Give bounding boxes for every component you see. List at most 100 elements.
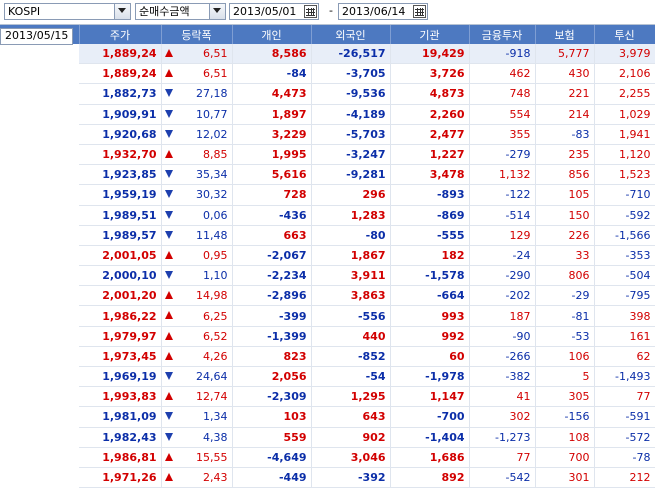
change-cell: 35,34 bbox=[161, 164, 233, 186]
investment-trust-cell: 1,523 bbox=[594, 164, 655, 186]
foreign-cell: -9,536 bbox=[311, 83, 391, 105]
metric-select[interactable]: 순매수금액 bbox=[135, 3, 226, 20]
insurance-cell: -156 bbox=[535, 406, 595, 428]
table-row[interactable]: 2013/05/281,986,226,25-399-556993187-813… bbox=[0, 28, 655, 327]
table-row[interactable]: 2013/05/231,969,1924,642,056-54-1,978-38… bbox=[0, 28, 655, 388]
table-row[interactable]: 2013/06/051,959,1930,32728296-893-122105… bbox=[0, 28, 655, 206]
financial-investment-cell: -918 bbox=[469, 44, 536, 65]
price-cell: 1,986,22 bbox=[79, 305, 162, 327]
financial-investment-cell: 187 bbox=[469, 305, 536, 327]
change-cell: 4,26 bbox=[161, 346, 233, 368]
institution-cell: 1,227 bbox=[390, 144, 470, 166]
table-row[interactable]: 2013/05/201,982,434,38559902-1,404-1,273… bbox=[0, 28, 655, 448]
date-range-separator: - bbox=[329, 4, 333, 17]
change-value: 24,64 bbox=[196, 370, 228, 384]
change-cell: 10,77 bbox=[161, 104, 233, 125]
table-row[interactable]: 2013/06/131,882,7327,184,473-9,5364,8737… bbox=[0, 28, 655, 105]
institution-cell: 2,477 bbox=[390, 124, 470, 145]
table-row[interactable]: 2013/06/111,920,6812,023,229-5,7032,4773… bbox=[0, 28, 655, 145]
table-row[interactable]: 2013/05/302,000,101,10-2,2343,911-1,578-… bbox=[0, 28, 655, 287]
table-row[interactable]: 2013/05/221,993,8312,74-2,3091,2951,1474… bbox=[0, 28, 655, 408]
financial-investment-cell: -382 bbox=[469, 366, 536, 388]
institution-cell: 60 bbox=[390, 346, 470, 368]
column-header-inst[interactable]: 기관 bbox=[390, 25, 470, 44]
change-cell: 15,55 bbox=[161, 447, 233, 468]
change-value: 6,51 bbox=[203, 67, 228, 81]
change-value: 12,02 bbox=[196, 127, 228, 141]
end-date-field[interactable]: 2013/06/14 bbox=[338, 3, 428, 20]
calendar-icon[interactable] bbox=[413, 5, 426, 18]
retail-cell: 8,586 bbox=[232, 44, 312, 65]
change-cell: 8,85 bbox=[161, 144, 233, 166]
start-date-field[interactable]: 2013/05/01 bbox=[229, 3, 319, 20]
institution-cell: -1,578 bbox=[390, 265, 470, 287]
change-value: 6,51 bbox=[203, 47, 228, 61]
foreign-cell: -9,281 bbox=[311, 164, 391, 186]
financial-investment-cell: 355 bbox=[469, 124, 536, 145]
institution-cell: -893 bbox=[390, 184, 470, 206]
table-row[interactable]: 2013/05/271,979,976,52-1,399440992-90-53… bbox=[0, 28, 655, 347]
triangle-down-icon bbox=[164, 432, 173, 441]
institution-cell: 3,726 bbox=[390, 63, 470, 85]
column-header-change[interactable]: 등락폭 bbox=[161, 25, 233, 44]
retail-cell: 823 bbox=[232, 346, 312, 368]
calendar-icon[interactable] bbox=[304, 5, 317, 18]
table-row[interactable]: 2013/05/15 1,971,26 2,43 -449 -392 892 -542 301… bbox=[0, 28, 655, 489]
column-header-trust[interactable]: 투신 bbox=[594, 25, 655, 44]
table-row[interactable]: 2013/06/031,989,5711,48663-80-555129226-… bbox=[0, 28, 655, 246]
foreign-cell: -80 bbox=[311, 225, 391, 246]
price-cell: 1,986,81 bbox=[79, 447, 162, 468]
foreign-cell: 1,283 bbox=[311, 205, 391, 226]
chevron-down-icon[interactable] bbox=[114, 4, 130, 19]
insurance-cell: 221 bbox=[535, 83, 595, 105]
institution-cell: 892 bbox=[390, 467, 470, 489]
chevron-down-icon[interactable] bbox=[209, 4, 225, 19]
change-value: 14,98 bbox=[196, 289, 228, 303]
column-header-foreign[interactable]: 외국인 bbox=[311, 25, 391, 44]
table-row[interactable]: 2013/06/101,932,708,851,995-3,2471,227-2… bbox=[0, 28, 655, 166]
retail-cell: -449 bbox=[232, 467, 312, 489]
insurance-cell: 856 bbox=[535, 164, 595, 186]
triangle-up-icon bbox=[164, 452, 173, 461]
financial-investment-cell: -266 bbox=[469, 346, 536, 368]
retail-cell: -436 bbox=[232, 205, 312, 226]
table-row[interactable]: 2013/06/121,909,9110,771,897-4,1892,2605… bbox=[0, 28, 655, 125]
triangle-up-icon bbox=[164, 351, 173, 360]
date-cell: 2013/05/15 bbox=[0, 28, 74, 45]
table-row[interactable]: 2013/05/292,001,2014,98-2,8963,863-664-2… bbox=[0, 28, 655, 307]
triangle-up-icon bbox=[164, 331, 173, 340]
financial-investment-cell: -90 bbox=[469, 326, 536, 347]
insurance-cell: 150 bbox=[535, 205, 595, 226]
table-row[interactable]: 2013/06/141,889,246,51-84-3,7053,7264624… bbox=[0, 28, 655, 85]
change-value: 4,38 bbox=[203, 430, 228, 444]
retail-cell: 663 bbox=[232, 225, 312, 246]
retail-cell: -84 bbox=[232, 63, 312, 85]
table-row[interactable]: 2013/06/071,923,8535,345,616-9,2813,4781… bbox=[0, 28, 655, 186]
market-select[interactable]: KOSPI bbox=[4, 3, 131, 20]
table-row[interactable]: 2013/05/161,986,8115,55-4,6493,0461,6867… bbox=[0, 28, 655, 468]
triangle-down-icon bbox=[164, 210, 173, 219]
column-header-fin[interactable]: 금융투자 bbox=[469, 25, 536, 44]
change-cell: 0,06 bbox=[161, 205, 233, 226]
institution-cell: 182 bbox=[390, 245, 470, 267]
change-value: 0,95 bbox=[203, 248, 228, 262]
change-cell: 24,64 bbox=[161, 366, 233, 388]
column-header-ins[interactable]: 보험 bbox=[535, 25, 595, 44]
insurance-cell: 430 bbox=[535, 63, 595, 85]
financial-investment-cell: -279 bbox=[469, 144, 536, 166]
investment-trust-cell: 2,255 bbox=[594, 83, 655, 105]
table-row[interactable]: 2013/06/041,989,510,06-4361,283-869-5141… bbox=[0, 28, 655, 226]
table-row[interactable]: 2013/05/312,001,050,95-2,0671,867182-243… bbox=[0, 28, 655, 267]
insurance-cell: 33 bbox=[535, 245, 595, 267]
column-header-price[interactable]: 주가 bbox=[79, 25, 162, 44]
column-header-retail[interactable]: 개인 bbox=[232, 25, 312, 44]
institution-cell: -869 bbox=[390, 205, 470, 226]
table-row[interactable]: 2013/05/211,981,091,34103643-700302-156-… bbox=[0, 28, 655, 428]
institution-cell: 993 bbox=[390, 305, 470, 327]
institution-cell: 1,147 bbox=[390, 386, 470, 408]
triangle-down-icon bbox=[164, 190, 173, 199]
total-row[interactable]: 기간합계1,889,246,518,586-26,51719,429-9185,… bbox=[0, 28, 655, 65]
insurance-cell: 700 bbox=[535, 447, 595, 468]
retail-cell: 103 bbox=[232, 406, 312, 428]
